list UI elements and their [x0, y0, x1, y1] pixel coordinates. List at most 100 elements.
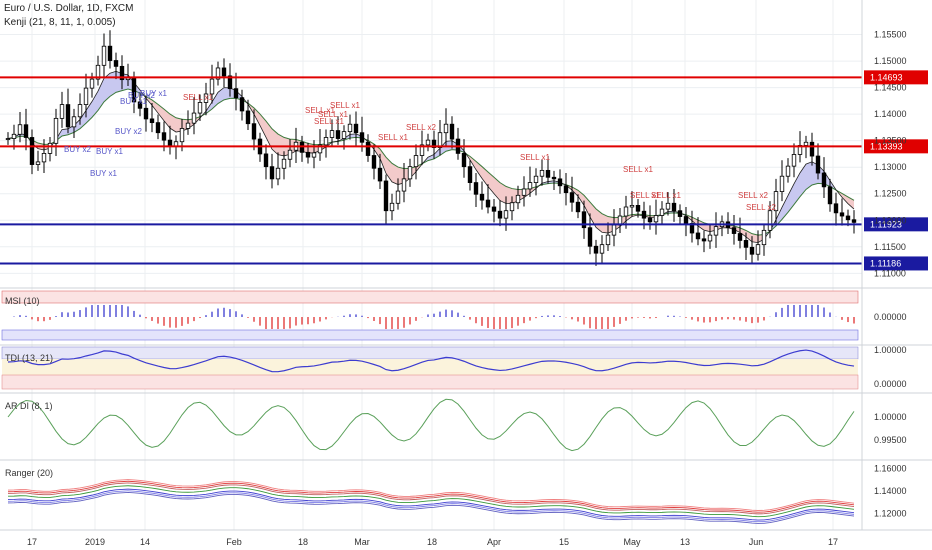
candle-body	[59, 104, 65, 119]
candle-body	[395, 190, 401, 204]
candle-body	[323, 137, 329, 146]
level-tag	[864, 217, 928, 232]
candle-body	[239, 97, 245, 112]
time-tick: Feb	[226, 537, 242, 547]
time-tick: 2019	[85, 537, 105, 547]
candle-body	[53, 117, 59, 144]
candle-body	[629, 205, 635, 208]
candle-body	[695, 232, 701, 240]
msi-band-bottom	[1, 329, 859, 341]
level-value: 1.13393	[870, 141, 903, 151]
candle-body	[11, 133, 17, 139]
ma-fill	[578, 190, 584, 206]
candle-body	[83, 87, 89, 105]
ranger-line	[7, 490, 855, 523]
candle-body	[659, 208, 665, 216]
candle-body	[221, 67, 227, 77]
candle-body	[251, 123, 257, 140]
candle-body	[71, 116, 77, 128]
candle-body	[137, 101, 143, 109]
candle-body	[515, 194, 521, 204]
time-tick: 13	[680, 537, 690, 547]
price-tick: 1.11500	[874, 242, 906, 252]
candle-body	[767, 210, 773, 231]
price-tick: 1.13000	[874, 162, 907, 172]
candle-body	[329, 130, 335, 138]
msi-tick: 0.00000	[874, 312, 907, 322]
candle-body	[95, 64, 101, 80]
candle-body	[641, 210, 647, 219]
candle-body	[149, 118, 155, 124]
candle-body	[791, 154, 797, 167]
sell-signal: SELL x2	[738, 191, 768, 200]
candle-body	[401, 178, 407, 192]
candle-body	[47, 142, 53, 154]
candle-body	[839, 212, 845, 217]
sell-signal: SELL x2	[746, 203, 776, 212]
candle-body	[779, 175, 785, 193]
time-tick: Mar	[354, 537, 370, 547]
candle-body	[671, 202, 677, 212]
ranger-line	[7, 482, 855, 515]
sell-signal: SELL x1	[378, 133, 408, 142]
candle-body	[545, 169, 551, 178]
candle-body	[527, 182, 533, 190]
time-tick: 15	[559, 537, 569, 547]
ma-fill	[92, 91, 98, 118]
buy-signal: BUY x1	[140, 89, 168, 98]
sell-signal: SELL x1	[318, 110, 348, 119]
candle-body	[599, 244, 605, 254]
candle-body	[773, 191, 779, 212]
candle-body	[827, 186, 833, 205]
candle-body	[5, 138, 11, 140]
tdi-band-top	[1, 346, 859, 360]
candle-body	[731, 227, 737, 234]
msi-label: MSI (10)	[5, 296, 40, 306]
tdi-band-mid	[2, 359, 858, 375]
candle-body	[593, 245, 599, 254]
candle-body	[605, 234, 611, 246]
sell-signal: SELL x1	[183, 93, 213, 102]
candlestick-series	[5, 30, 857, 266]
price-tick: 1.15000	[874, 56, 907, 66]
buy-signal: BUY x2	[128, 91, 156, 100]
candle-body	[677, 210, 683, 217]
tdi-band-bottom	[1, 374, 859, 390]
candle-body	[287, 149, 293, 160]
candle-body	[845, 215, 851, 221]
candle-body	[509, 202, 515, 212]
ma-fill	[596, 208, 602, 233]
candle-body	[815, 155, 821, 174]
candle-body	[335, 130, 341, 139]
ma-fill	[842, 193, 848, 204]
price-tick: 1.13500	[874, 136, 907, 146]
ma-fill	[272, 128, 278, 155]
sell-signal: SELL x1	[314, 117, 344, 126]
candle-body	[35, 161, 41, 165]
ma-fill	[380, 148, 386, 174]
candle-body	[101, 45, 107, 66]
candle-body	[623, 206, 629, 217]
time-tick: 14	[140, 537, 150, 547]
ma-fill	[800, 164, 806, 197]
candle-body	[479, 193, 485, 201]
candle-body	[353, 123, 359, 134]
candle-body	[215, 67, 221, 80]
candle-body	[407, 166, 413, 180]
level-tag	[864, 256, 928, 271]
sell-signal: SELL x1	[305, 106, 335, 115]
candle-body	[467, 166, 473, 183]
candle-body	[305, 151, 311, 158]
candle-body	[155, 122, 161, 134]
candle-body	[521, 188, 527, 196]
ma-fill	[86, 101, 92, 124]
candle-body	[107, 45, 113, 61]
candle-body	[371, 155, 377, 169]
candle-body	[29, 137, 35, 165]
sell-signal: SELL x1	[623, 165, 653, 174]
msi-band-top	[1, 290, 859, 304]
chart-header: Euro / U.S. Dollar, 1D, FXCM Kenji (21, …	[4, 2, 133, 30]
ma-fill	[224, 87, 230, 100]
